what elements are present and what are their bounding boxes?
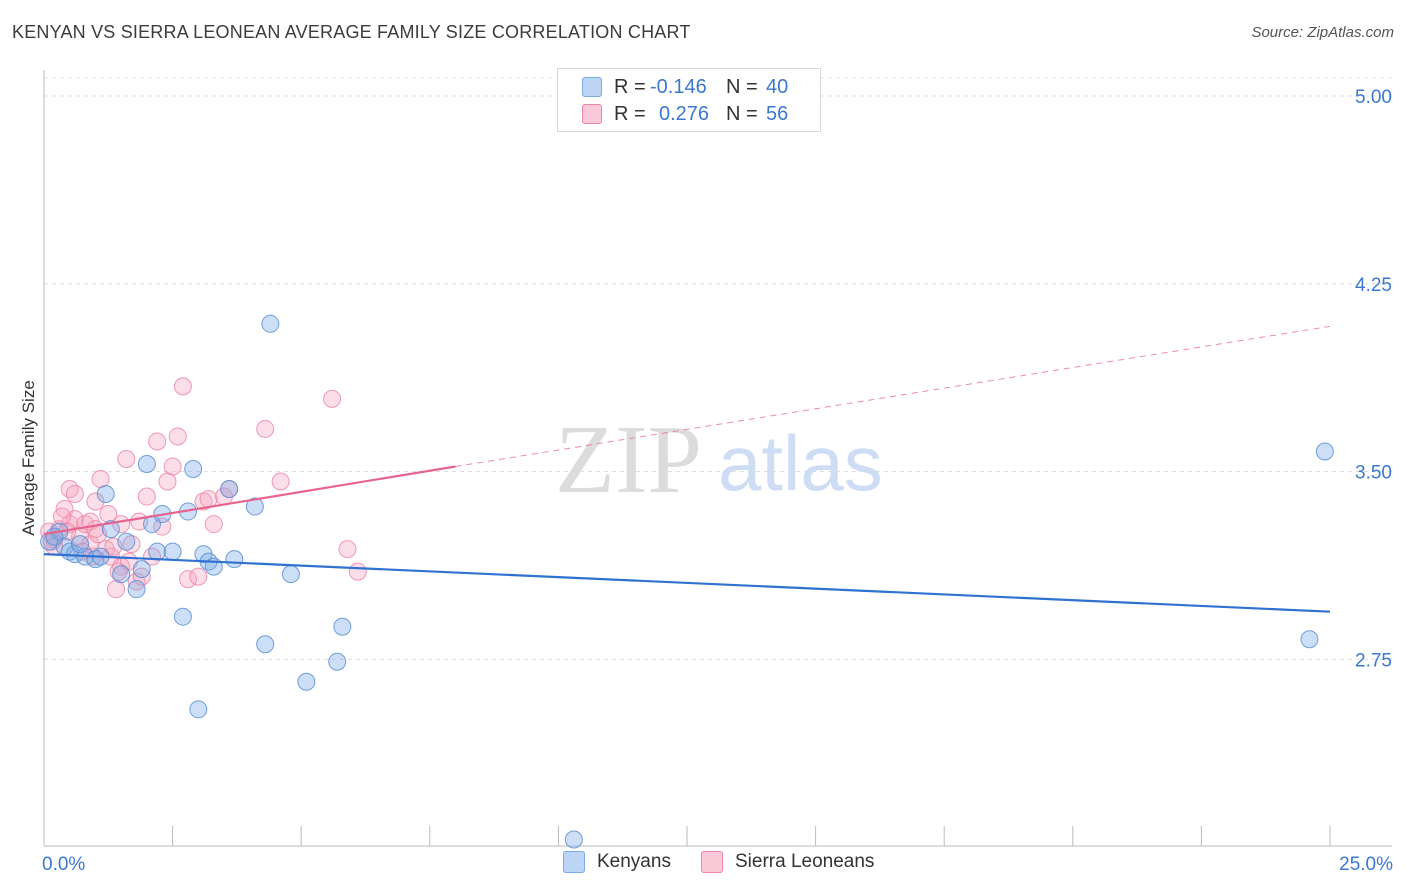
bottom-legend-swatch-kenyans	[563, 851, 585, 873]
legend-r-label: R =	[614, 102, 646, 125]
data-point	[173, 377, 192, 396]
legend-swatch-kenyans	[582, 77, 602, 97]
data-point	[204, 515, 223, 534]
data-point	[281, 565, 300, 584]
data-point	[148, 432, 167, 451]
bottom-legend: Kenyans Sierra Leoneans	[0, 851, 1406, 879]
data-point	[564, 830, 583, 849]
legend-r-value-kenyans: -0.146	[650, 75, 707, 98]
axes	[43, 70, 1392, 847]
gridlines	[44, 77, 1392, 660]
trend-line	[43, 465, 456, 536]
watermark: ZIP atlas	[555, 406, 883, 514]
data-point	[127, 580, 146, 599]
watermark-atlas: atlas	[718, 419, 883, 507]
data-point	[99, 505, 118, 524]
data-point	[256, 635, 275, 654]
y-axis-label: Average Family Size	[19, 380, 38, 536]
data-point	[96, 485, 115, 504]
data-point	[256, 419, 275, 438]
x-tick-label: 0.0%	[42, 854, 85, 875]
data-point	[1315, 442, 1334, 461]
x-tick-label: 25.0%	[1339, 854, 1393, 875]
data-point	[107, 580, 126, 599]
data-point	[117, 532, 136, 551]
data-point	[333, 617, 352, 636]
y-tick-label: 3.50	[1355, 463, 1392, 484]
series-kenyans	[40, 314, 1334, 849]
data-point	[53, 507, 72, 526]
legend-r-label: R =	[614, 75, 646, 98]
legend-row-sierra: R = 0.276 N = 56	[582, 101, 788, 127]
data-point	[184, 459, 203, 478]
data-point	[122, 535, 141, 554]
data-point	[86, 492, 105, 511]
bottom-legend-label-sierra: Sierra Leoneans	[735, 851, 875, 872]
legend-swatch-sierra	[582, 104, 602, 124]
legend-n-value-sierra: 56	[766, 102, 789, 125]
data-point	[86, 550, 105, 569]
watermark-zip: ZIP	[555, 406, 702, 514]
data-point	[261, 314, 280, 333]
data-point	[328, 652, 347, 671]
trend-lines	[43, 325, 1331, 613]
data-point	[112, 565, 131, 584]
legend-n-label: N =	[726, 75, 758, 98]
legend-n-label: N =	[726, 102, 758, 125]
data-point	[143, 547, 162, 566]
legend-n-value-kenyans: 40	[766, 75, 789, 98]
trend-line	[43, 553, 1331, 613]
data-point	[163, 457, 182, 476]
data-point	[338, 540, 357, 559]
data-point	[220, 480, 239, 499]
data-point	[179, 570, 198, 589]
trend-line-extension	[455, 325, 1331, 467]
data-point	[60, 480, 79, 499]
bottom-legend-sierra[interactable]: Sierra Leoneans	[701, 851, 874, 873]
data-point	[137, 454, 156, 473]
legend-r-value-sierra: 0.276	[659, 102, 710, 125]
legend-row-kenyans: R = -0.146 N = 40	[582, 74, 788, 100]
tick-labels: 2.75 3.50 4.25 5.00 0.0% 25.0%	[42, 87, 1393, 875]
data-point	[148, 542, 167, 561]
data-point	[189, 700, 208, 719]
data-point	[91, 470, 110, 489]
data-point	[163, 542, 182, 561]
data-point	[65, 485, 84, 504]
data-point	[271, 472, 290, 491]
data-point	[153, 517, 172, 536]
data-point	[245, 497, 264, 516]
y-tick-label: 2.75	[1355, 650, 1392, 671]
data-point	[194, 492, 213, 511]
data-point	[1300, 630, 1319, 649]
y-tick-label: 4.25	[1355, 275, 1392, 296]
data-point	[323, 389, 342, 408]
data-point	[297, 672, 316, 691]
data-point	[71, 535, 90, 554]
data-point	[189, 567, 208, 586]
data-point	[158, 472, 177, 491]
data-point	[173, 607, 192, 626]
bottom-legend-swatch-sierra	[701, 851, 723, 873]
bottom-legend-kenyans[interactable]: Kenyans	[563, 851, 671, 873]
bottom-legend-label-kenyans: Kenyans	[597, 851, 671, 872]
correlation-legend: R = -0.146 N = 40 R = 0.276 N = 56	[557, 68, 821, 132]
data-point	[348, 562, 367, 581]
y-tick-label: 5.00	[1355, 87, 1392, 108]
data-point	[168, 427, 187, 446]
data-point	[117, 449, 136, 468]
data-point	[225, 550, 244, 569]
data-point	[137, 487, 156, 506]
source-label: Source: ZipAtlas.com	[1251, 24, 1394, 41]
chart-title: KENYAN VS SIERRA LEONEAN AVERAGE FAMILY …	[12, 22, 691, 42]
data-point	[132, 560, 151, 579]
